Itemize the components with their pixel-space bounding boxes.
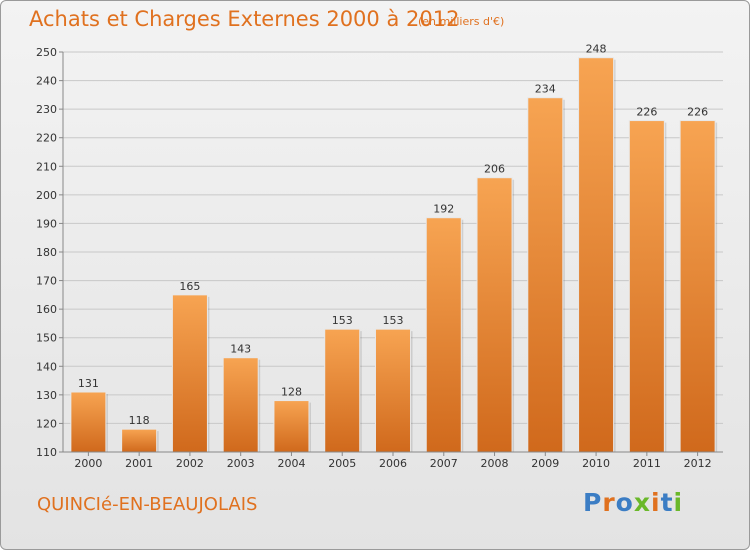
logo-letter: o (615, 488, 634, 517)
bar-value-label: 226 (636, 106, 657, 119)
chart-subtitle: (en milliers d'€) (418, 15, 505, 28)
logo-letter: x (633, 488, 651, 517)
bar-value-label: 248 (586, 43, 607, 56)
bar (578, 57, 615, 453)
bar (273, 400, 310, 453)
logo-letter: i (651, 488, 661, 517)
bar (679, 120, 716, 453)
bar (70, 391, 107, 453)
x-tick-label: 2003 (227, 457, 255, 470)
bar-value-label: 153 (383, 314, 404, 327)
logo-letter: P (583, 488, 603, 517)
bar-value-label: 131 (78, 377, 99, 390)
bar-value-label: 192 (433, 203, 454, 216)
logo-letter: i (673, 488, 684, 517)
x-tick-label: 2004 (277, 457, 305, 470)
bar (121, 428, 158, 453)
y-tick-label: 210 (36, 160, 57, 173)
y-tick-label: 110 (36, 446, 57, 459)
x-tick-label: 2011 (633, 457, 661, 470)
x-tick-label: 2001 (125, 457, 153, 470)
y-tick-label: 180 (36, 246, 57, 259)
y-tick-label: 160 (36, 303, 57, 316)
y-tick-label: 170 (36, 275, 57, 288)
chart-title: Achats et Charges Externes 2000 à 2012 (29, 7, 460, 31)
bar-value-label: 153 (332, 314, 353, 327)
x-tick-label: 2000 (74, 457, 102, 470)
x-tick-label: 2007 (430, 457, 458, 470)
logo-letter: r (602, 488, 616, 517)
y-tick-label: 240 (36, 75, 57, 88)
x-tick-label: 2006 (379, 457, 407, 470)
y-tick-label: 220 (36, 132, 57, 145)
labels: 110 120 130 140 150 160 170 180 190 200 210 220 230 2… (36, 43, 712, 470)
y-tick-label: 230 (36, 103, 57, 116)
x-tick-label: 2010 (582, 457, 610, 470)
bar-value-label: 226 (687, 106, 708, 119)
axes (59, 51, 723, 456)
x-tick-label: 2009 (531, 457, 559, 470)
y-tick-label: 120 (36, 417, 57, 430)
y-tick-label: 200 (36, 189, 57, 202)
bar (527, 97, 564, 453)
bar (425, 217, 462, 453)
bar (374, 328, 412, 453)
place-name: QUINCIé-EN-BEAUJOLAIS (37, 494, 258, 515)
y-tick-label: 140 (36, 360, 57, 373)
bar-value-label: 234 (535, 83, 556, 96)
logo-letter: t (660, 488, 674, 517)
y-tick-label: 130 (36, 389, 57, 402)
y-tick-label: 150 (36, 332, 57, 345)
x-tick-label: 2008 (481, 457, 509, 470)
bar (324, 328, 361, 453)
y-tick-label: 250 (36, 46, 57, 59)
x-tick-label: 2005 (328, 457, 356, 470)
bar (628, 120, 665, 453)
x-tick-label: 2002 (176, 457, 204, 470)
proxiti-logo[interactable]: Proxiti (583, 488, 683, 517)
bar-value-label: 206 (484, 163, 505, 176)
bar-value-label: 128 (281, 386, 302, 399)
x-tick-label: 2012 (684, 457, 712, 470)
bar-value-label: 165 (179, 280, 200, 293)
bar-value-label: 143 (230, 343, 251, 356)
bar-value-label: 118 (129, 414, 150, 427)
bar (222, 357, 259, 453)
y-tick-label: 190 (36, 217, 57, 230)
bars (70, 57, 718, 453)
bar (476, 177, 513, 453)
bar (171, 294, 208, 453)
